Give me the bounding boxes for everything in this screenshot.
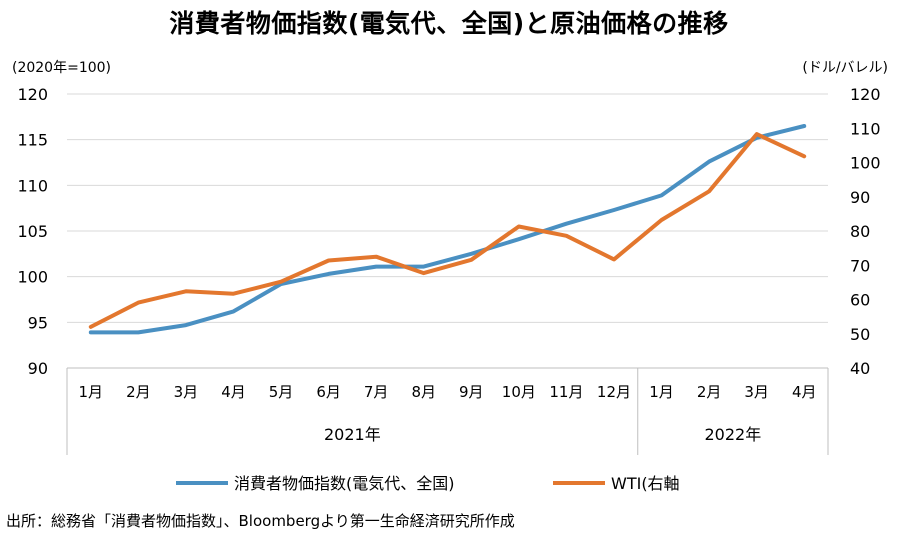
x-tick-label: 12月 <box>597 383 631 401</box>
cpi-point <box>612 208 616 212</box>
x-tick-label: 3月 <box>174 383 199 401</box>
x-tick-label: 7月 <box>364 383 389 401</box>
wti-point <box>422 271 426 275</box>
x-tick-label: 10月 <box>502 383 536 401</box>
chart-title: 消費者物価指数(電気代、全国)と原油価格の推移 <box>169 9 729 38</box>
left-tick-label: 110 <box>17 176 48 195</box>
wti-point <box>660 218 664 222</box>
cpi-point <box>707 160 711 164</box>
year-label: 2021年 <box>324 425 381 444</box>
source-note: 出所：総務省「消費者物価指数」、Bloombergより第一生命経済研究所作成 <box>6 512 515 530</box>
right-tick-label: 70 <box>850 256 870 275</box>
right-tick-label: 110 <box>850 119 881 138</box>
left-tick-label: 120 <box>17 85 48 104</box>
cpi-point <box>469 252 473 256</box>
right-tick-label: 40 <box>850 359 870 378</box>
right-tick-label: 50 <box>850 325 870 344</box>
wti-point <box>374 255 378 259</box>
x-tick-label: 6月 <box>316 383 341 401</box>
x-tick-label: 1月 <box>79 383 104 401</box>
x-tick-label: 3月 <box>744 383 769 401</box>
cpi-point <box>564 222 568 226</box>
wti-point <box>89 325 93 329</box>
left-tick-label: 115 <box>17 131 48 150</box>
wti-point <box>564 234 568 238</box>
right-tick-label: 60 <box>850 291 870 310</box>
wti-point <box>279 280 283 284</box>
x-tick-label: 1月 <box>649 383 674 401</box>
left-tick-label: 90 <box>28 359 48 378</box>
cpi-point <box>802 124 806 128</box>
wti-point <box>517 225 521 229</box>
wti-point <box>327 258 331 262</box>
x-tick-label: 2月 <box>697 383 722 401</box>
left-tick-label: 100 <box>17 268 48 287</box>
wti-point <box>755 132 759 136</box>
left-tick-label: 105 <box>17 222 48 241</box>
cpi-point <box>660 193 664 197</box>
wti-point <box>136 301 140 305</box>
x-tick-label: 4月 <box>221 383 246 401</box>
right-axis-unit: (ドル/バレル) <box>802 60 888 76</box>
right-tick-label: 80 <box>850 222 870 241</box>
x-tick-label: 9月 <box>459 383 484 401</box>
cpi-point <box>327 272 331 276</box>
wti-line <box>88 132 807 329</box>
left-tick-label: 95 <box>28 313 48 332</box>
right-tick-label: 100 <box>850 154 881 173</box>
cpi-point <box>89 330 93 334</box>
cpi-point <box>422 265 426 269</box>
cpi-line <box>88 124 807 335</box>
legend-label-cpi: 消費者物価指数(電気代、全国) <box>234 474 455 493</box>
right-tick-label: 120 <box>850 85 881 104</box>
wti-point <box>469 258 473 262</box>
wti-point <box>707 189 711 193</box>
wti-point <box>184 289 188 293</box>
wti-point <box>802 154 806 158</box>
cpi-point <box>231 309 235 313</box>
cpi-point <box>374 265 378 269</box>
x-tick-label: 11月 <box>549 383 583 401</box>
x-tick-label: 4月 <box>792 383 817 401</box>
x-tick-label: 2月 <box>126 383 151 401</box>
left-axis-unit: (2020年=100) <box>12 60 112 76</box>
x-tick-label: 8月 <box>411 383 436 401</box>
wti-point <box>612 257 616 261</box>
cpi-point <box>136 330 140 334</box>
cpi-point <box>184 323 188 327</box>
wti-point <box>231 292 235 296</box>
right-tick-label: 90 <box>850 188 870 207</box>
legend-label-wti: WTI(右軸 <box>611 474 680 493</box>
cpi-point <box>517 237 521 241</box>
year-label: 2022年 <box>705 425 762 444</box>
x-tick-label: 5月 <box>269 383 294 401</box>
